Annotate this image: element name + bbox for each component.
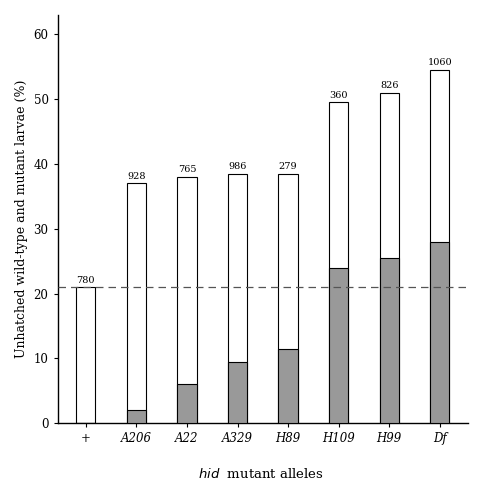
Text: 279: 279 xyxy=(279,162,298,171)
Text: 765: 765 xyxy=(178,165,196,174)
Bar xyxy=(127,184,146,423)
Text: 360: 360 xyxy=(329,91,348,100)
Y-axis label: Unhatched wild-type and mutant larvae (%): Unhatched wild-type and mutant larvae (%… xyxy=(15,80,28,358)
Bar xyxy=(430,70,449,423)
Bar xyxy=(329,103,348,423)
Text: 780: 780 xyxy=(77,276,95,284)
Text: 928: 928 xyxy=(127,172,146,181)
Bar xyxy=(279,174,298,423)
Bar xyxy=(228,362,247,423)
Bar xyxy=(430,242,449,423)
Text: 826: 826 xyxy=(380,81,398,90)
Bar xyxy=(228,174,247,423)
Bar xyxy=(380,93,399,423)
Bar xyxy=(279,349,298,423)
Bar xyxy=(76,287,96,423)
Bar xyxy=(177,177,197,423)
Bar xyxy=(329,268,348,423)
Bar xyxy=(127,410,146,423)
Bar xyxy=(380,258,399,423)
Text: 1060: 1060 xyxy=(427,58,452,67)
Text: 986: 986 xyxy=(228,162,247,171)
Bar xyxy=(177,385,197,423)
Text: $\mathit{hid}$  mutant alleles: $\mathit{hid}$ mutant alleles xyxy=(198,467,324,481)
